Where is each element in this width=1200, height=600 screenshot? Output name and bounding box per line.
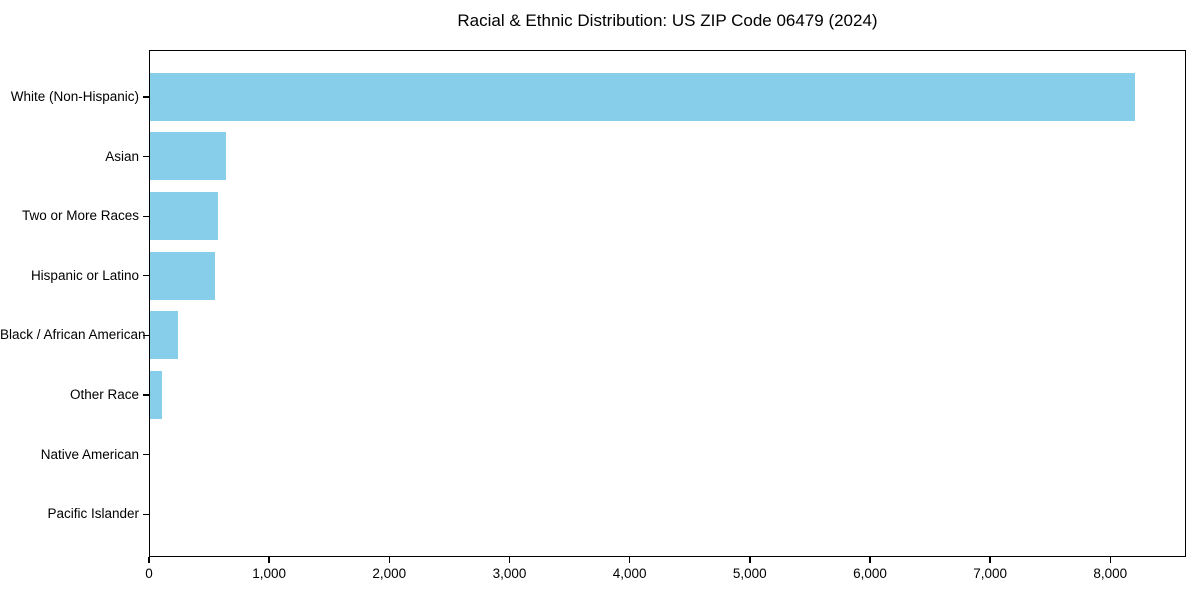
bar-other-race <box>150 370 163 419</box>
plot-area <box>149 50 1186 557</box>
x-tick-label-0: 0 <box>145 566 153 581</box>
x-tick-mark <box>749 556 751 563</box>
bar-black-african-american <box>150 311 178 360</box>
x-tick-label-7000: 7,000 <box>973 566 1008 581</box>
y-axis-label-hispanic-or-latino: Hispanic or Latino <box>30 267 139 283</box>
y-axis-label-native-american: Native American <box>40 446 139 462</box>
x-tick-label-8000: 8,000 <box>1093 566 1128 581</box>
x-tick-label-1000: 1,000 <box>252 566 287 581</box>
y-tick-mark <box>142 334 149 337</box>
y-axis-label-asian: Asian <box>105 148 139 164</box>
x-tick-mark <box>628 556 631 563</box>
x-tick-mark <box>869 556 871 563</box>
y-tick-mark <box>142 215 149 217</box>
x-tick-mark <box>268 556 270 563</box>
y-tick-mark <box>142 394 149 396</box>
y-axis-label-other-race: Other Race <box>69 387 139 402</box>
x-tick-label-3000: 3,000 <box>492 566 527 581</box>
x-tick-label-5000: 5,000 <box>732 566 767 581</box>
y-tick-mark <box>142 275 149 277</box>
x-tick-label-4000: 4,000 <box>612 566 647 581</box>
y-tick-mark <box>142 155 149 158</box>
y-axis-label-white-non-hispanic: White (Non-Hispanic) <box>10 89 139 104</box>
x-tick-mark <box>388 556 390 563</box>
x-tick-label-6000: 6,000 <box>853 566 887 581</box>
chart-title: Racial & Ethnic Distribution: US ZIP Cod… <box>457 11 878 30</box>
y-axis-label-two-or-more-races: Two or More Races <box>21 208 139 224</box>
y-tick-mark <box>142 96 149 98</box>
y-axis-label-black-african-american: Black / African American <box>0 327 146 343</box>
bar-asian <box>150 132 226 181</box>
y-axis-label-pacific-islander: Pacific Islander <box>47 506 139 522</box>
x-tick-mark <box>1109 556 1111 563</box>
y-tick-mark <box>142 453 149 456</box>
bar-two-or-more-races <box>150 191 219 240</box>
y-tick-mark <box>142 513 149 515</box>
x-tick-mark <box>508 556 511 563</box>
bar-white-non-hispanic <box>150 72 1136 121</box>
x-tick-mark <box>148 556 150 563</box>
bar-hispanic-or-latino <box>150 251 215 300</box>
x-tick-label-2000: 2,000 <box>372 566 407 581</box>
x-tick-mark <box>989 556 991 563</box>
